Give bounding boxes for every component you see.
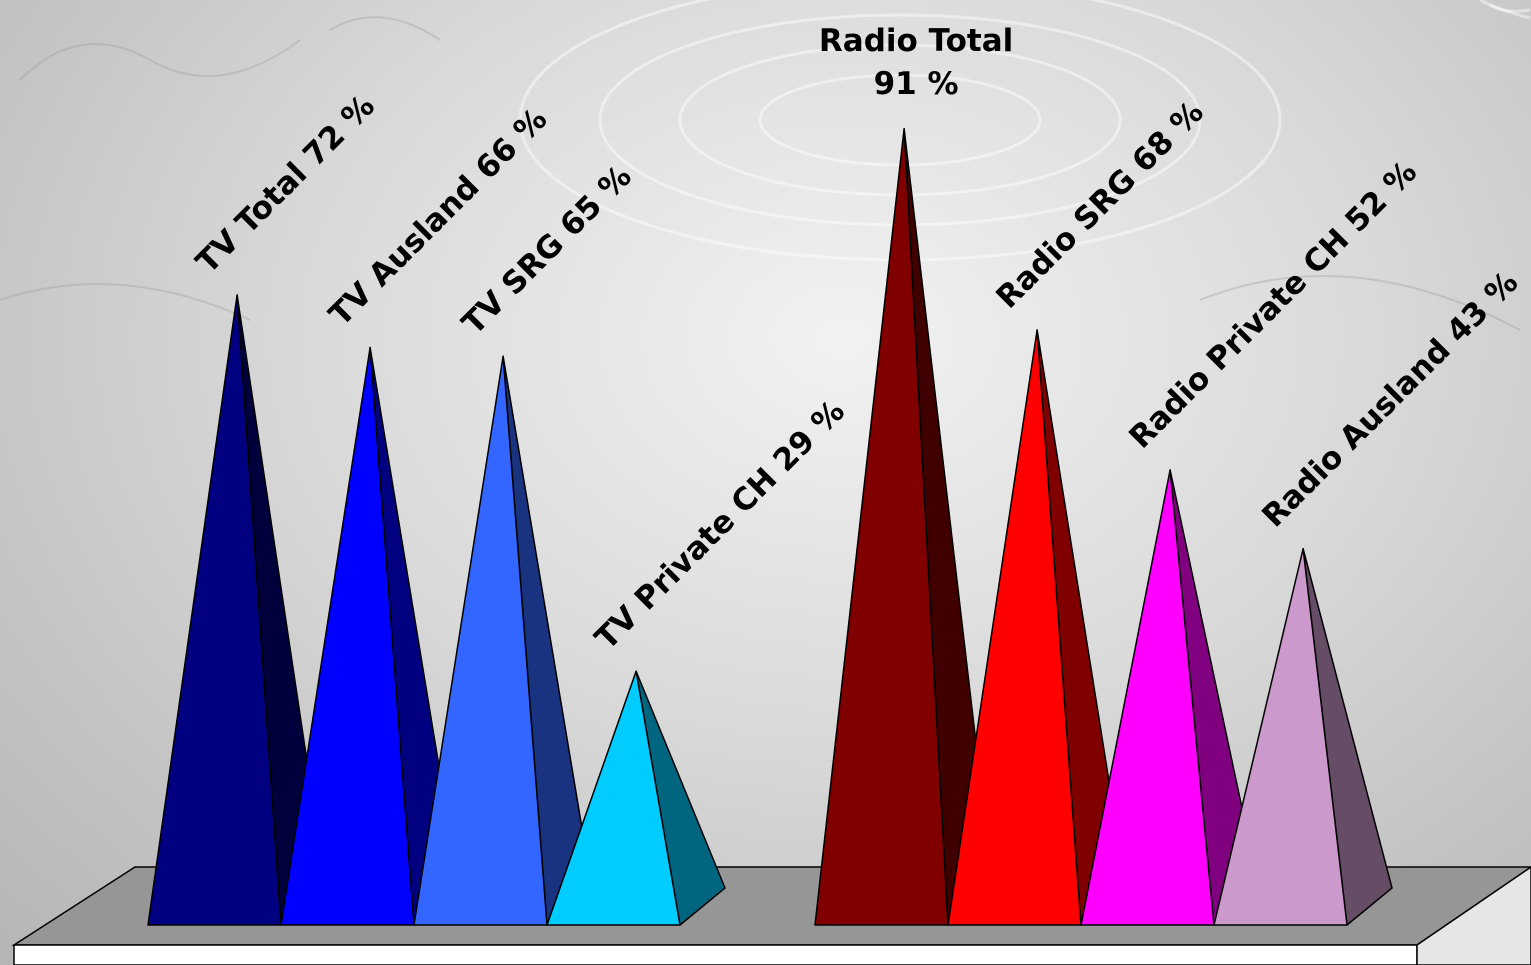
bar-label: Radio SRG 68 % (989, 94, 1210, 315)
pyramid-front-face (1213, 548, 1348, 926)
pyramid-front-face (814, 128, 949, 926)
pyramid-front-face (280, 346, 415, 926)
floor-side (1416, 866, 1531, 965)
pyramid-bar (1080, 469, 1260, 926)
pyramid-bar (147, 294, 327, 926)
pyramid-front-face (1080, 469, 1215, 926)
pyramid-bar (1213, 548, 1393, 926)
bar-label: TV Total 72 % (189, 88, 382, 281)
pyramid-bar (413, 355, 593, 926)
bar-label-value: 91 % (874, 66, 959, 102)
pyramid-bar (546, 670, 726, 926)
pyramid-front-face (546, 670, 681, 926)
pyramid-front-face (147, 294, 282, 926)
floor-front (13, 944, 1418, 965)
pyramid-front-face (413, 355, 548, 926)
pyramid-front-face (947, 329, 1082, 926)
bar-label: TV Private CH 29 % (588, 393, 852, 657)
bar-label: Radio Total (819, 23, 1013, 59)
